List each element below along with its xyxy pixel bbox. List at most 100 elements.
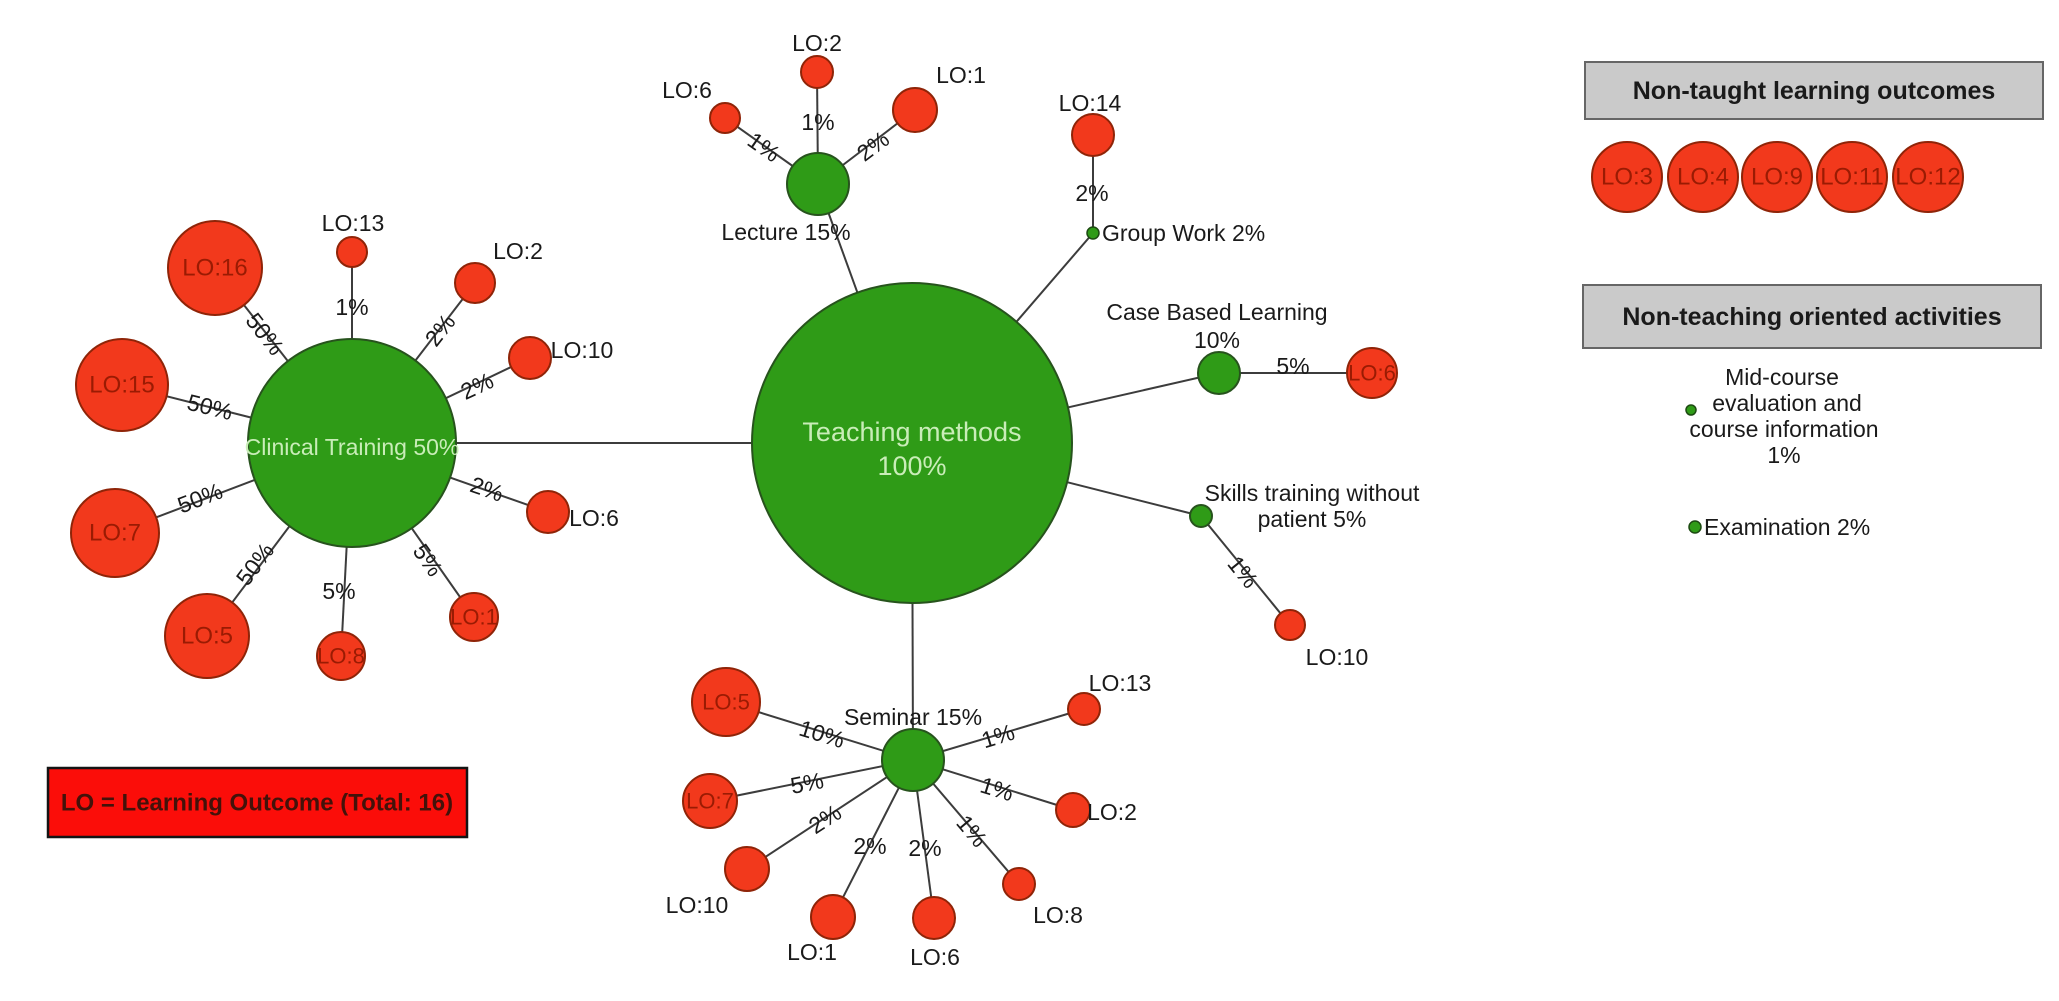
pct-clinical-lo10: 2%	[456, 367, 497, 405]
pct-seminar-lo1: 2%	[853, 833, 886, 859]
node-nontaught-lo12	[1892, 141, 1964, 213]
non-teaching-header-title: Non-teaching oriented activities	[1622, 303, 2001, 331]
seminar-lo7-label: LO:7	[686, 789, 734, 814]
pct-lecture-lo6: 1%	[743, 127, 785, 167]
examination-dot	[1688, 520, 1702, 534]
pct-seminar-lo2: 1%	[977, 772, 1016, 807]
node-lecture-lo1	[892, 87, 938, 133]
clinical-lo15-label: LO:15	[89, 372, 154, 399]
node-clinical-lo8	[316, 631, 366, 681]
pct-clinical-lo7: 50%	[174, 478, 226, 519]
skills-label-line2: patient 5%	[1258, 506, 1367, 532]
node-clinical-lo5	[164, 593, 250, 679]
node-seminar-lo6	[912, 896, 956, 940]
legend-text: LO = Learning Outcome (Total: 16)	[61, 790, 453, 817]
node-clinical-lo13	[336, 236, 368, 268]
clinical-lo16-label: LO:16	[182, 255, 247, 282]
lecture-lo1-label: LO:1	[936, 62, 986, 88]
node-clinical-lo1	[449, 592, 499, 642]
node-clinical-training	[247, 338, 457, 548]
midcourse-line1: Mid-course	[1725, 364, 1839, 390]
node-seminar-lo8	[1002, 867, 1036, 901]
nontaught-lo3-label: LO:3	[1601, 164, 1653, 191]
midcourse-dot	[1685, 404, 1697, 416]
clinical-lo7-label: LO:7	[89, 520, 141, 547]
clinical-lo1-label: LO:1	[450, 605, 498, 630]
node-clinical-lo2	[454, 262, 496, 304]
node-clinical-lo10	[508, 336, 552, 380]
node-nontaught-lo4	[1667, 141, 1739, 213]
lecture-lo2-label: LO:2	[792, 30, 842, 56]
pct-clinical-lo13: 1%	[335, 294, 368, 320]
pct-seminar-lo5: 10%	[796, 715, 848, 753]
pct-seminar-lo13: 1%	[978, 719, 1017, 754]
clinical-lo2-label: LO:2	[493, 238, 543, 264]
lecture-label: Lecture 15%	[721, 219, 850, 245]
clinical-lo13-label: LO:13	[322, 210, 385, 236]
node-seminar-lo10	[724, 846, 770, 892]
nontaught-lo4-label: LO:4	[1677, 164, 1729, 191]
node-case-based-learning	[1197, 351, 1241, 395]
skills-label-line1: Skills training without	[1205, 480, 1420, 506]
seminar-lo1-label: LO:1	[787, 939, 837, 965]
pct-seminar-lo6: 2%	[908, 835, 941, 861]
node-nontaught-lo3	[1591, 141, 1663, 213]
group-work-label: Group Work 2%	[1102, 220, 1265, 246]
node-labels: Teaching methods 100% Clinical Training …	[89, 30, 1420, 970]
pct-seminar-lo10: 2%	[804, 799, 846, 839]
node-seminar-lo1	[810, 894, 856, 940]
seminar-lo5-label: LO:5	[702, 690, 750, 715]
examination-label: Examination 2%	[1704, 514, 1870, 540]
pct-seminar-lo7: 5%	[788, 767, 826, 799]
non-taught-header-title: Non-taught learning outcomes	[1633, 77, 1996, 105]
node-seminar-lo5	[691, 667, 761, 737]
clinical-lo8-label: LO:8	[317, 644, 365, 669]
node-casebased-lo6	[1346, 347, 1398, 399]
edge-seminar-lo10	[746, 759, 914, 870]
pct-clinical-lo5: 50%	[231, 538, 279, 590]
seminar-lo8-label: LO:8	[1033, 902, 1083, 928]
non-teaching-panel: Non-teaching oriented activities Mid-cou…	[1582, 284, 2042, 540]
groupwork-lo14-label: LO:14	[1059, 90, 1122, 116]
node-lecture-lo6	[709, 102, 741, 134]
node-lecture	[786, 152, 850, 216]
clinical-lo10-label: LO:10	[551, 337, 614, 363]
node-teaching-methods	[751, 282, 1073, 604]
clinical-lo5-label: LO:5	[181, 623, 233, 650]
node-seminar	[881, 728, 945, 792]
node-seminar-lo7	[682, 773, 738, 829]
midcourse-line4: 1%	[1767, 442, 1800, 468]
node-groupwork-lo14	[1071, 113, 1115, 157]
seminar-lo6-label: LO:6	[910, 944, 960, 970]
casebased-lo6-label: LO:6	[1348, 361, 1396, 386]
node-clinical-lo7	[70, 488, 160, 578]
pct-skills-lo10: 1%	[1222, 551, 1263, 593]
teaching-methods-label: Teaching methods	[802, 417, 1021, 447]
nodes	[70, 55, 1398, 940]
node-nontaught-lo9	[1741, 141, 1813, 213]
node-clinical-lo15	[75, 338, 169, 432]
edge-seminar-lo7	[709, 759, 914, 802]
seminar-lo13-label: LO:13	[1089, 670, 1152, 696]
pct-clinical-lo6: 2%	[467, 471, 507, 506]
clinical-lo6-label: LO:6	[569, 505, 619, 531]
pct-groupwork-lo14: 2%	[1075, 180, 1108, 206]
node-lecture-lo2	[800, 55, 834, 89]
pct-clinical-lo2: 2%	[420, 309, 461, 351]
seminar-lo10-label: LO:10	[666, 892, 729, 918]
nontaught-lo9-label: LO:9	[1751, 164, 1803, 191]
nontaught-lo11-label: LO:11	[1820, 164, 1884, 191]
pct-casebased-lo6: 5%	[1276, 353, 1309, 379]
midcourse-line2: evaluation and	[1712, 390, 1862, 416]
non-taught-header-box	[1584, 61, 2044, 120]
node-seminar-lo13	[1067, 692, 1101, 726]
legend: LO = Learning Outcome (Total: 16)	[46, 766, 469, 839]
non-teaching-header-box	[1582, 284, 2042, 349]
seminar-lo2-label: LO:2	[1087, 799, 1137, 825]
nontaught-lo12-label: LO:12	[1895, 164, 1960, 191]
node-skills-lo10	[1274, 609, 1306, 641]
node-nontaught-lo11	[1816, 141, 1888, 213]
case-based-label-line1: Case Based Learning	[1106, 299, 1327, 325]
node-clinical-lo6	[526, 490, 570, 534]
